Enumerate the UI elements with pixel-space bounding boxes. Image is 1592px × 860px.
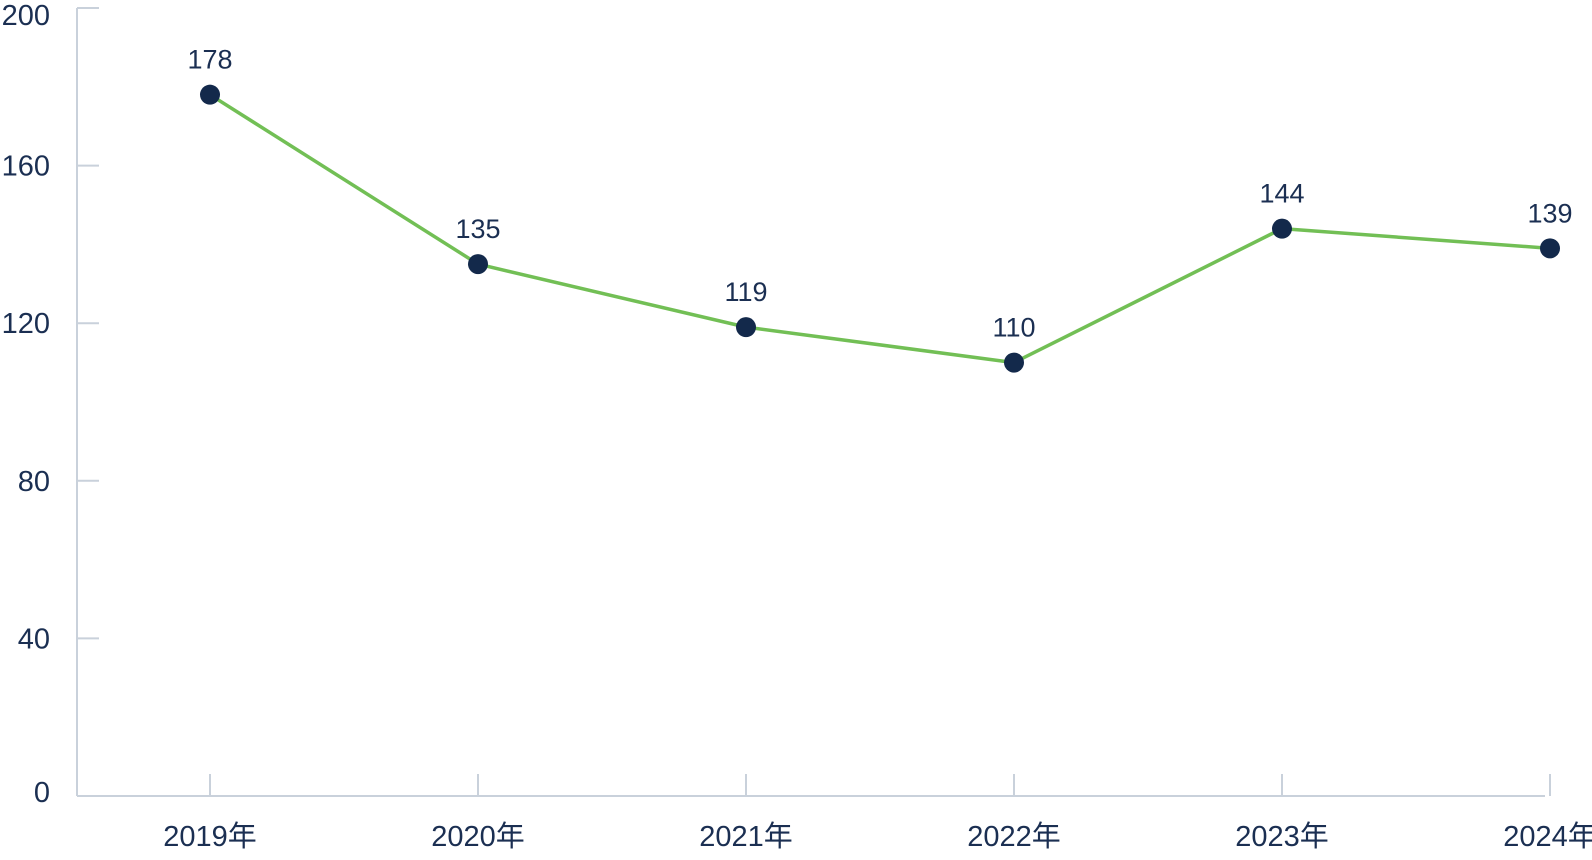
y-tick-label: 80: [18, 466, 50, 498]
x-tick-label: 2019年: [163, 820, 257, 853]
x-tick-label: 2022年: [967, 820, 1061, 853]
x-tick-label: 2023年: [1235, 820, 1329, 853]
data-label: 110: [992, 313, 1035, 343]
data-label: 139: [1527, 198, 1572, 228]
series-line: [208, 92, 1552, 365]
data-labels-group: 178 135 119 110 144 139: [187, 45, 1572, 343]
data-point: [1272, 218, 1292, 239]
x-tick-label: 2024年: [1503, 820, 1592, 853]
y-axis: 0 40 80 120 160 200: [2, 0, 99, 809]
x-tick-label: 2021年: [699, 820, 793, 853]
data-point: [200, 84, 220, 105]
y-tick-label: 40: [18, 623, 50, 655]
x-tick-label: 2020年: [431, 820, 525, 853]
x-axis: 2019年 2020年 2021年 2022年 2023年 2024年: [77, 774, 1592, 853]
data-label: 135: [455, 214, 500, 244]
data-point: [1004, 352, 1024, 373]
y-tick-label: 160: [2, 151, 50, 183]
data-point: [736, 317, 756, 338]
y-tick-label: 0: [34, 777, 50, 809]
data-label: 119: [724, 277, 767, 307]
data-label: 144: [1259, 179, 1304, 209]
data-label: 178: [187, 45, 232, 75]
data-point: [1540, 238, 1560, 259]
y-tick-label: 200: [2, 0, 50, 32]
y-tick-label: 120: [2, 308, 50, 340]
series-group: [200, 84, 1560, 373]
data-point: [468, 254, 488, 275]
